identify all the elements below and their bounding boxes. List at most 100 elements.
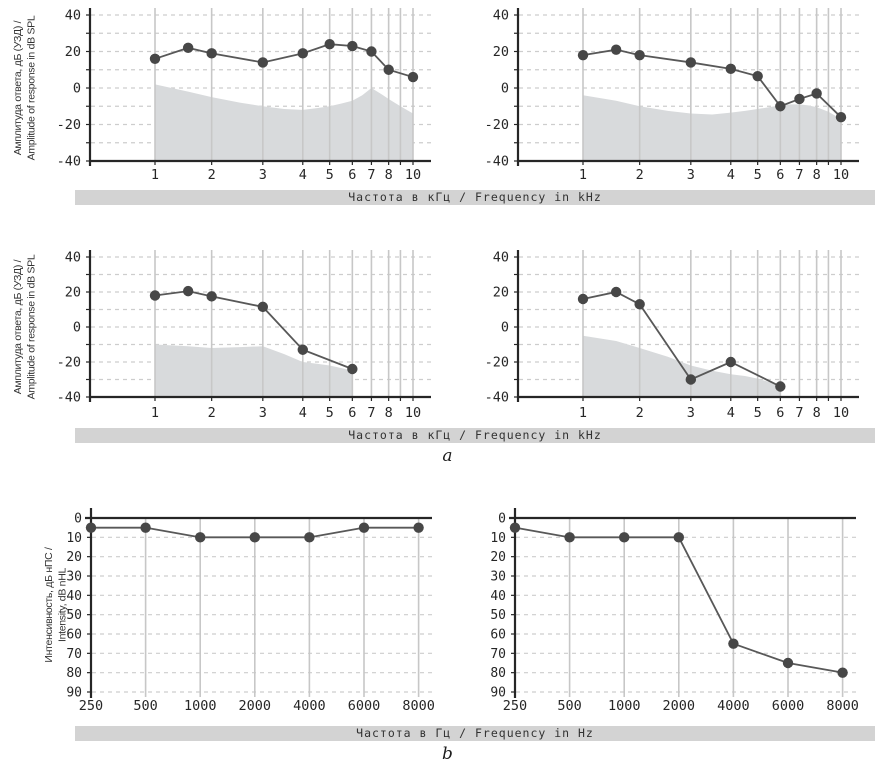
data-point (249, 532, 260, 543)
data-point (383, 64, 394, 75)
y-tick-label: -20 (485, 117, 509, 133)
y-tick-label: 70 (490, 647, 506, 662)
x-axis-strip-label: Частота в Гц / Frequency in Hz (356, 726, 594, 740)
y-tick-label: 40 (65, 8, 81, 24)
x-tick-label: 1 (579, 405, 587, 421)
noise-floor-area (155, 344, 353, 397)
data-point (257, 57, 269, 68)
data-point (752, 70, 763, 82)
x-tick-label: 4 (299, 167, 307, 183)
y-axis-label-ru: Амплитуда ответа, дБ (УЗД) / (12, 259, 24, 394)
y-tick-label: 10 (490, 531, 506, 546)
x-tick-label: 8 (385, 167, 393, 183)
y-tick-label: -20 (57, 355, 81, 371)
y-tick-label: 20 (65, 285, 81, 301)
y-axis-label-ru: Амплитуда ответа, дБ (УЗД) / (12, 20, 24, 155)
x-tick-label: 2 (636, 167, 644, 183)
response-line (582, 48, 842, 118)
data-point (673, 532, 684, 543)
x-tick-label: 10 (405, 167, 421, 183)
x-tick-label: 2 (636, 405, 644, 421)
section-b-caption: b (442, 744, 453, 764)
y-tick-label: 90 (490, 686, 506, 701)
y-tick-label: 40 (493, 8, 509, 24)
x-tick-label: 10 (405, 405, 421, 421)
x-tick-label: 8 (813, 405, 821, 421)
data-point (775, 101, 786, 112)
x-tick-label: 5 (326, 405, 334, 421)
data-point (413, 522, 424, 533)
x-tick-label: 4000 (293, 698, 326, 714)
y-tick-label: 80 (490, 666, 506, 681)
x-axis-strip-khz-1: Частота в кГц / Frequency in kHz (75, 190, 875, 205)
y-tick-label: -20 (57, 117, 81, 133)
data-point (85, 522, 97, 533)
y-tick-label: 40 (490, 589, 506, 604)
data-point (347, 363, 358, 375)
x-tick-label: 10 (833, 405, 849, 421)
dpgram-mid-right: 40 20 0 -20 -40 1 2 3 4 5 6 7 8 10 (485, 250, 859, 421)
data-point (149, 290, 161, 301)
x-axis-strip-hz: Частота в Гц / Frequency in Hz (75, 726, 875, 741)
x-axis-strip-khz-2: Частота в кГц / Frequency in kHz (75, 428, 875, 443)
x-tick-label: 6000 (348, 698, 381, 714)
x-tick-label: 8 (385, 405, 393, 421)
y-tick-label: 20 (493, 285, 509, 301)
section-a-caption: a (442, 446, 453, 466)
x-tick-label: 2 (208, 167, 216, 183)
x-tick-label: 4 (299, 405, 307, 421)
data-point (811, 88, 822, 99)
data-point (685, 374, 697, 385)
x-tick-label: 2 (208, 405, 216, 421)
y-tick-label: 0 (501, 81, 509, 97)
x-tick-label: 3 (259, 167, 267, 183)
x-tick-label: 5 (326, 167, 334, 183)
dpgram-top-left: 40 20 0 -20 -40 1 2 3 4 5 6 7 8 10 (57, 8, 431, 183)
x-tick-label: 6000 (772, 698, 805, 714)
x-tick-label: 8000 (826, 698, 859, 714)
data-point (182, 42, 194, 54)
x-tick-label: 8000 (402, 698, 435, 714)
x-tick-label: 1 (151, 405, 159, 421)
y-tick-label: -40 (57, 390, 81, 406)
x-tick-label: 6 (348, 167, 356, 183)
data-point (619, 532, 630, 543)
y-tick-label: 30 (490, 570, 506, 585)
data-point (206, 48, 217, 59)
x-tick-label: 7 (367, 167, 375, 183)
data-point (206, 291, 217, 302)
y-tick-label: 30 (66, 570, 82, 585)
y-tick-label: 20 (490, 550, 506, 565)
y-axis-label-en: Amplitude of response in dB SPL (26, 254, 38, 399)
y-tick-label: 0 (73, 320, 81, 336)
x-tick-label: 250 (79, 698, 103, 714)
data-point (407, 71, 419, 83)
y-tick-label: 20 (493, 44, 509, 60)
dpgram-top-right: 40 20 0 -20 -40 1 2 3 4 5 6 7 8 10 (485, 8, 859, 183)
data-point (182, 285, 194, 297)
y-tick-label: 10 (66, 531, 82, 546)
y-tick-label: 50 (490, 608, 506, 623)
y-tick-label: 60 (66, 628, 82, 643)
data-point (509, 522, 521, 533)
data-point (610, 286, 622, 298)
x-tick-label: 3 (687, 167, 695, 183)
x-tick-label: 3 (259, 405, 267, 421)
data-point (725, 63, 736, 75)
data-point (564, 532, 575, 543)
data-point (140, 522, 151, 533)
dpgram-mid-left: 40 20 0 -20 -40 1 2 3 4 5 6 7 8 10 (57, 250, 431, 421)
x-tick-label: 1000 (184, 698, 217, 714)
data-point (782, 657, 794, 669)
x-tick-label: 7 (795, 405, 803, 421)
data-point (835, 112, 847, 123)
data-point (304, 532, 315, 543)
x-axis-strip-label: Частота в кГц / Frequency in kHz (348, 190, 602, 204)
y-tick-label: -40 (485, 154, 509, 170)
y-tick-label: 0 (74, 512, 82, 527)
